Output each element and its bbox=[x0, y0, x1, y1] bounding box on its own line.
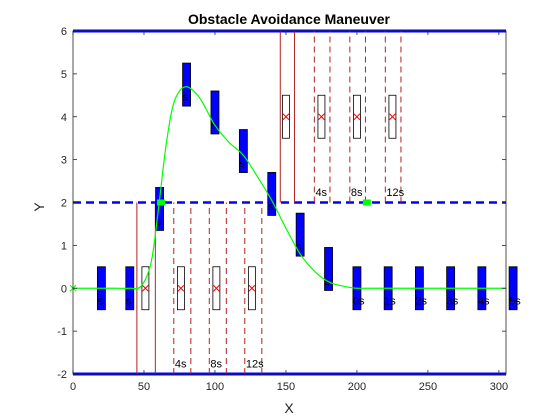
obstacle-marker bbox=[248, 284, 256, 292]
ego-time-label: s bbox=[97, 295, 103, 307]
ego-time-label: s bbox=[156, 216, 162, 228]
ego-time-label: 1s bbox=[384, 295, 396, 307]
ego-time-label: s bbox=[126, 295, 132, 307]
trajectory-marker bbox=[157, 199, 166, 206]
y-tick-label: -1 bbox=[57, 326, 67, 338]
y-tick-label: 6 bbox=[61, 26, 67, 38]
ego-time-label: 3s bbox=[447, 295, 459, 307]
ego-vehicle-box bbox=[295, 212, 305, 257]
y-axis-label: Y bbox=[31, 202, 47, 212]
obstacle-marker bbox=[353, 113, 361, 121]
trajectory-line bbox=[72, 86, 506, 290]
ego-time-label: 5s bbox=[509, 295, 521, 307]
obstacle-marker bbox=[389, 113, 396, 121]
ego-time-label: 4s bbox=[478, 295, 490, 307]
y-tick-label: 0 bbox=[61, 283, 67, 295]
obstacle-time-label: 8s bbox=[351, 187, 363, 199]
x-tick-label: 0 bbox=[70, 381, 76, 393]
x-tick-label: 200 bbox=[348, 381, 366, 393]
ego-vehicle-box bbox=[508, 266, 518, 311]
ego-vehicle-box bbox=[182, 62, 191, 107]
obstacle-marker bbox=[213, 284, 220, 292]
obstacle-time-label: 8s bbox=[210, 359, 222, 371]
ego-time-label: 0s bbox=[353, 295, 365, 307]
x-axis-label: X bbox=[284, 400, 294, 416]
ego-vehicle-box bbox=[155, 187, 165, 231]
obstacles-layer: 4s 8s 12s 4s 8s 12s bbox=[141, 94, 405, 371]
x-tick-label: 250 bbox=[419, 381, 437, 393]
obstacle-time-label: 4s bbox=[175, 359, 187, 371]
y-tick-label: 5 bbox=[61, 69, 67, 81]
obstacle-time-label: 12s bbox=[246, 359, 264, 371]
x-tick-label: 150 bbox=[277, 381, 295, 393]
ego-vehicle-box bbox=[210, 90, 220, 135]
obstacle-marker bbox=[177, 284, 185, 292]
ego-time-label: 2s bbox=[415, 295, 427, 307]
axes-layer: 0 50 100 150 200 250 300 -2 -1 0 1 2 3 4 5 6 bbox=[57, 26, 508, 393]
chart-title: Obstacle Avoidance Maneuver bbox=[188, 11, 391, 27]
y-tick-label: 3 bbox=[61, 155, 67, 167]
y-tick-label: -2 bbox=[57, 369, 67, 381]
y-tick-label: 4 bbox=[61, 112, 67, 124]
road-layer bbox=[73, 29, 506, 376]
x-tick-label: 300 bbox=[490, 381, 508, 393]
obstacle-marker bbox=[282, 113, 290, 121]
ego-vehicle-box bbox=[324, 247, 333, 291]
obstacle-time-label: 12s bbox=[386, 187, 404, 199]
ego-time-label: s bbox=[268, 201, 274, 213]
y-tick-label: 1 bbox=[61, 240, 67, 252]
ego-time-label: s bbox=[211, 119, 217, 131]
obstacle-time-label: 4s bbox=[315, 187, 327, 199]
ego-time-label: s bbox=[183, 92, 189, 104]
obstacle-marker bbox=[318, 113, 325, 121]
ego-time-label: s bbox=[296, 242, 302, 254]
trajectory-marker bbox=[362, 199, 371, 206]
y-tick-label: 2 bbox=[61, 198, 67, 210]
x-tick-label: 100 bbox=[206, 381, 224, 393]
ego-time-label: s bbox=[239, 158, 245, 170]
obstacle-marker bbox=[142, 284, 149, 292]
x-tick-label: 50 bbox=[138, 381, 150, 393]
